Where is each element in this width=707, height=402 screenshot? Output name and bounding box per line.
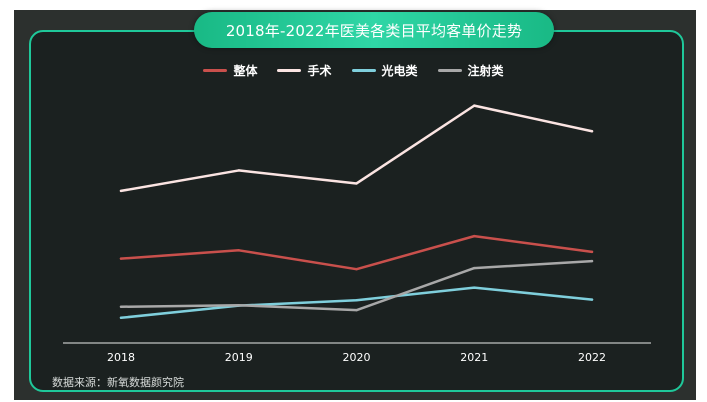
legend-item: 手术 (277, 60, 332, 80)
legend-label: 注射类 (467, 63, 504, 78)
x-tick-label: 2019 (225, 351, 253, 364)
data-point (237, 249, 240, 252)
source-note: 数据来源：新氧数据颜究院 (52, 376, 184, 389)
x-tick-label: 2021 (460, 351, 488, 364)
data-point (590, 259, 594, 263)
legend-item: 光电类 (351, 60, 418, 80)
data-point (590, 130, 594, 133)
data-point (473, 286, 476, 289)
legend-label: 整体 (233, 63, 258, 78)
data-point (590, 250, 594, 254)
data-point (355, 268, 358, 271)
series-group (119, 259, 594, 312)
chart-title: 2018年-2022年医美各类目平均客单价走势 (194, 12, 554, 48)
legend-item: 注射类 (437, 60, 504, 80)
series-line (119, 104, 594, 193)
data-point (119, 316, 123, 319)
chart-legend: 整体 手术 光电类 注射类 (0, 60, 707, 80)
legend-label: 手术 (307, 63, 332, 78)
series-line (119, 286, 594, 320)
x-tick-label: 2020 (343, 351, 371, 364)
legend-item: 整体 (203, 60, 257, 80)
legend-swatch (277, 68, 302, 72)
x-tick-label: 2022 (578, 351, 606, 364)
series-group (119, 104, 594, 193)
x-tick-label: 2018 (107, 351, 135, 364)
legend-swatch (437, 68, 462, 72)
legend-swatch (203, 68, 228, 72)
data-point (473, 266, 476, 270)
data-point (119, 189, 123, 193)
data-point (355, 182, 358, 185)
legend-swatch (351, 68, 376, 72)
legend-label: 光电类 (381, 63, 418, 78)
data-point (237, 304, 240, 307)
data-point (473, 234, 476, 238)
series-group (119, 234, 594, 271)
data-point (355, 308, 358, 312)
data-point (119, 305, 123, 308)
data-point (590, 298, 594, 301)
data-point (119, 257, 123, 260)
data-point (355, 299, 358, 302)
series-group (119, 286, 594, 320)
data-point (237, 169, 240, 172)
data-point (473, 104, 476, 107)
chart-panel (29, 30, 684, 392)
